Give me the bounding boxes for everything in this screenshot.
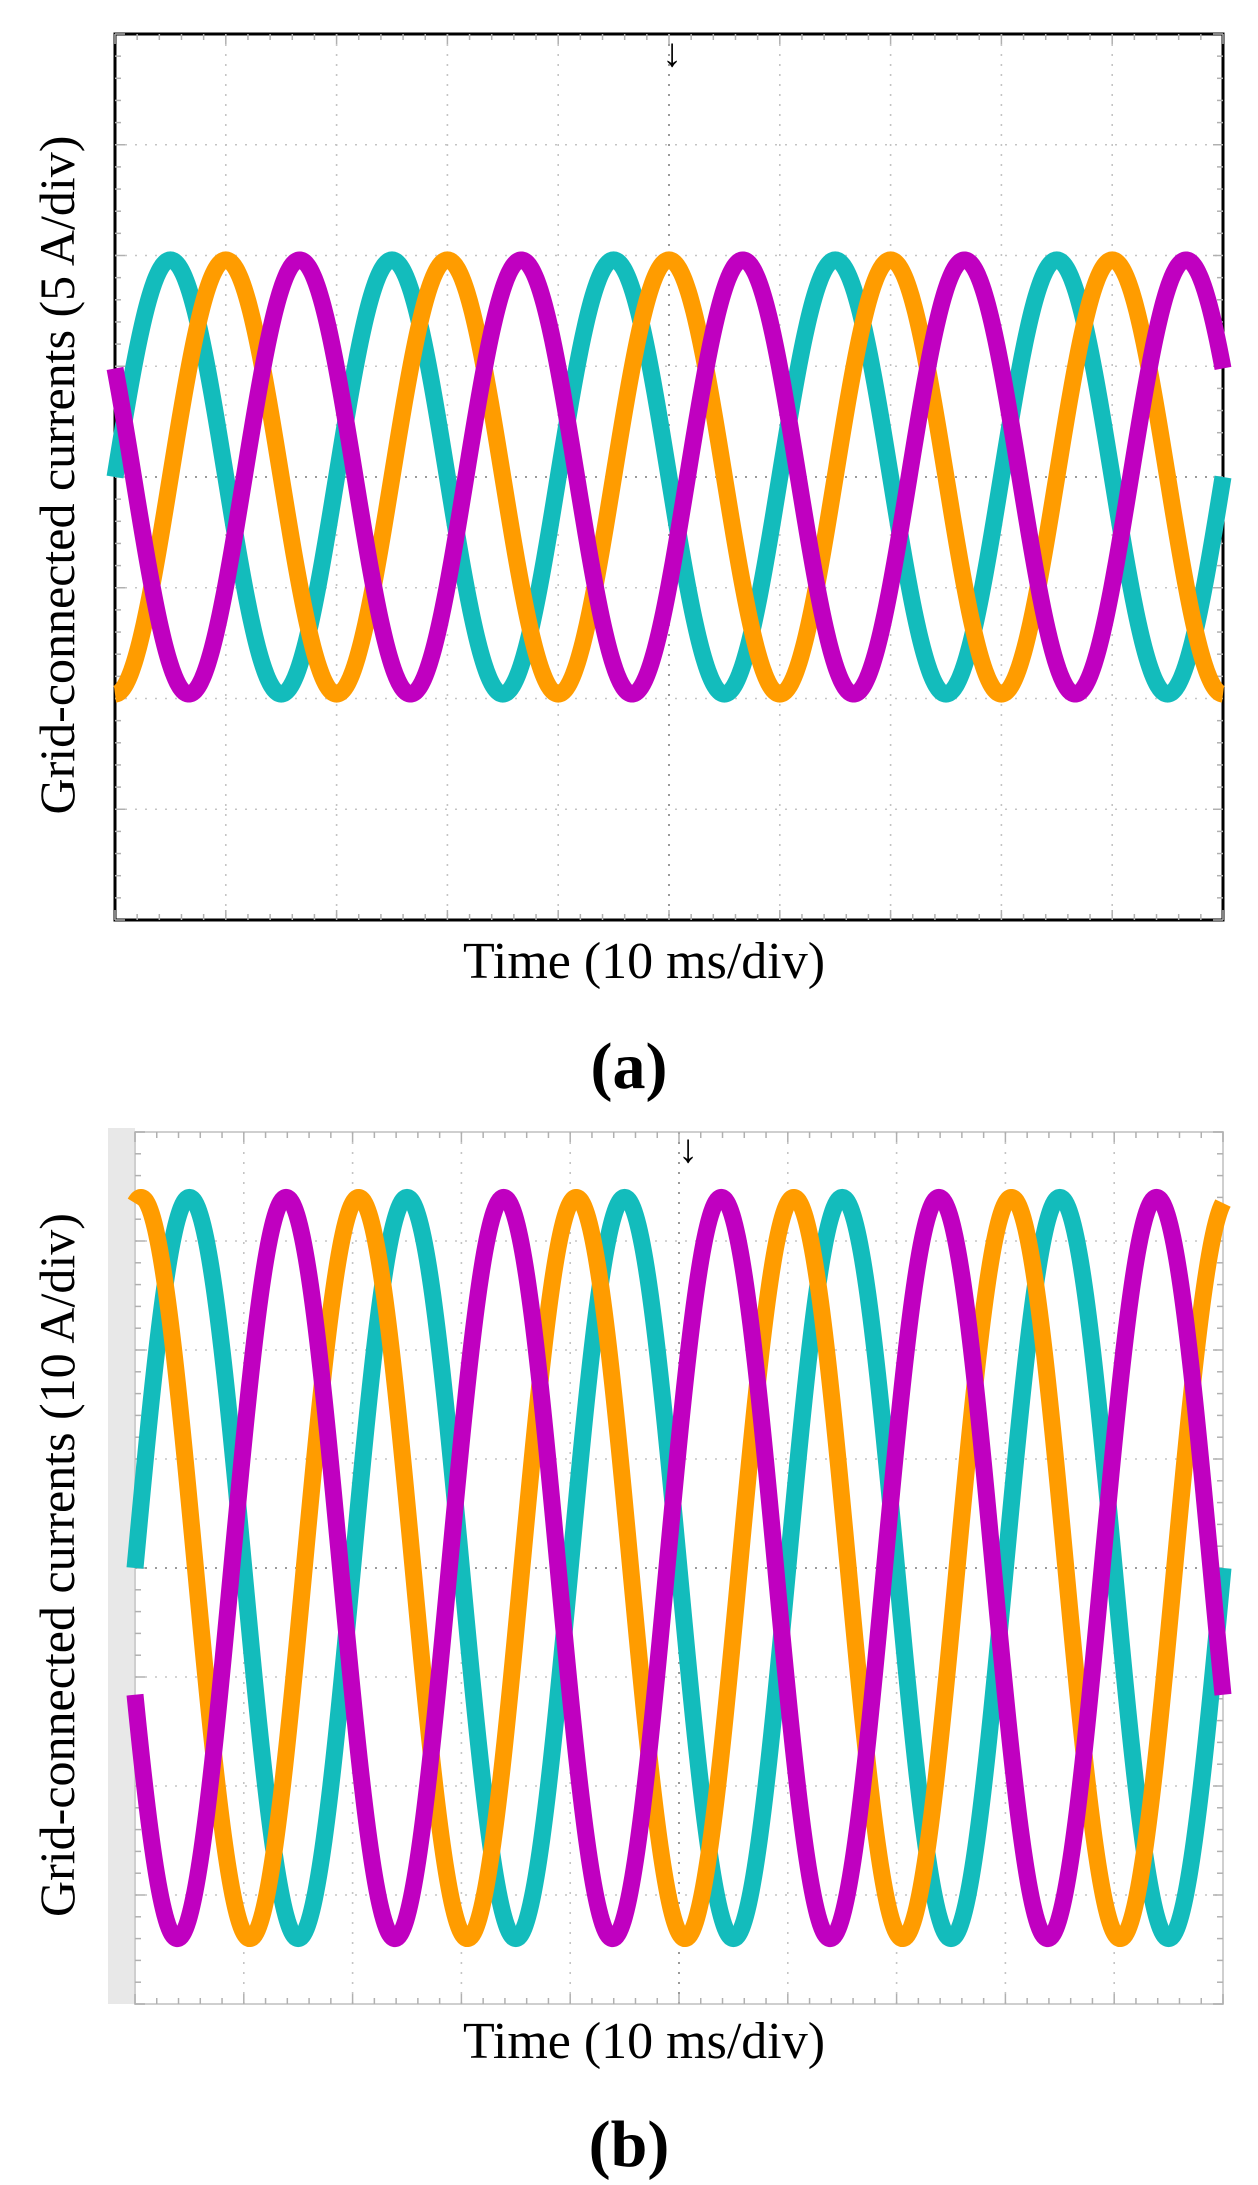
y-axis-label-a: Grid-connected currents (5 A/div) xyxy=(29,136,85,815)
series-group-a xyxy=(106,251,1232,703)
x-axis-label-a: Time (10 ms/div) xyxy=(463,933,825,990)
series-line-phase-teal-b xyxy=(126,1188,1232,1948)
trigger-marker-a: ↓ xyxy=(662,30,682,75)
panel-b: ↓ Time (10 ms/div) Grid-connected curren… xyxy=(29,1126,1232,2181)
panel-caption-a: (a) xyxy=(591,1030,668,1103)
trigger-marker-b: ↓ xyxy=(678,1126,698,1171)
series-line-phase-magenta-b xyxy=(126,1188,1232,1948)
panel-caption-b: (b) xyxy=(589,2108,670,2181)
x-axis-label-b: Time (10 ms/div) xyxy=(463,2013,825,2070)
series-line-phase-teal-a xyxy=(106,251,1232,703)
panel-a: ↓ Time (10 ms/div) Grid-connected curren… xyxy=(29,30,1232,1103)
series-line-phase-magenta-a xyxy=(106,251,1232,703)
series-group-b xyxy=(126,1188,1232,1948)
y-axis-label-b: Grid-connected currents (10 A/div) xyxy=(29,1213,85,1917)
series-line-phase-orange-b xyxy=(127,1188,1231,1948)
